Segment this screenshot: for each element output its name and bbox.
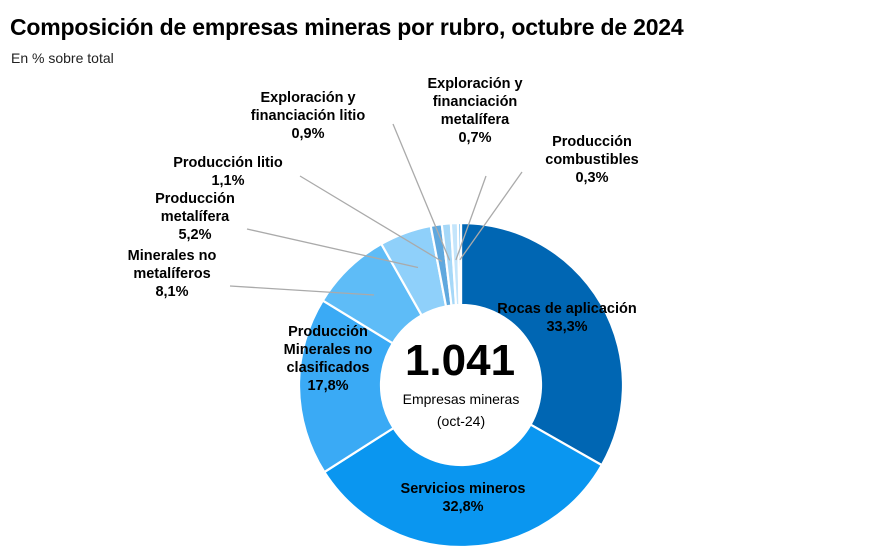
leader-line xyxy=(392,123,451,261)
leader-line xyxy=(229,285,375,296)
leader-line xyxy=(299,175,443,262)
chart-subtitle: En % sobre total xyxy=(11,50,114,66)
slice-percent-label: 8,1% xyxy=(155,284,188,300)
slice-percent-label: 1,1% xyxy=(211,173,244,189)
slice-produccion-combustibles xyxy=(456,221,463,307)
slice-name-label: financiación xyxy=(433,94,518,110)
slice-name-label: Producción xyxy=(288,324,368,340)
slice-percent-label: 0,3% xyxy=(575,170,608,186)
slice-name-label: Minerales no xyxy=(128,248,217,264)
center-label-line-1: Empresas mineras xyxy=(403,391,520,407)
slice-name-label: combustibles xyxy=(545,152,638,168)
slice-percent-label: 32,8% xyxy=(442,499,483,515)
slice-name-label: Rocas de aplicación xyxy=(497,301,636,317)
slice-rocas-de-aplicacion xyxy=(459,221,625,467)
slice-name-label: clasificados xyxy=(286,360,369,376)
slice-name-label: metalífera xyxy=(441,112,510,128)
slice-percent-label: 33,3% xyxy=(546,319,587,335)
slice-name-label: Servicios mineros xyxy=(401,481,526,497)
donut-slices xyxy=(297,221,625,549)
slice-name-label: Producción litio xyxy=(173,155,283,171)
leader-line xyxy=(246,228,419,269)
center-total-value: 1.041 xyxy=(405,336,515,385)
slice-servicios-mineros xyxy=(322,423,604,549)
slice-name-label: Exploración y xyxy=(427,76,522,92)
slice-percent-label: 5,2% xyxy=(178,227,211,243)
leader-line xyxy=(455,175,487,261)
slice-labels: Rocas de aplicación 33,3% Servicios minero… xyxy=(128,76,639,515)
center-label-line-2: (oct-24) xyxy=(437,413,485,429)
slice-percent-label: 17,8% xyxy=(307,378,348,394)
donut-hole xyxy=(382,306,540,464)
slice-percent-label: 0,7% xyxy=(458,130,491,146)
slice-produccion-minerales-no-clasificados xyxy=(297,298,396,474)
slice-name-label: metalíferos xyxy=(133,266,210,282)
slice-percent-label: 0,9% xyxy=(291,126,324,142)
leader-line xyxy=(459,171,523,261)
slice-name-label: Minerales no xyxy=(284,342,373,358)
slice-name-label: Producción xyxy=(552,134,632,150)
slice-name-label: Exploración y xyxy=(260,90,355,106)
slice-name-label: Producción xyxy=(155,191,235,207)
slice-name-label: financiación litio xyxy=(251,108,366,124)
chart-title: Composición de empresas mineras por rubr… xyxy=(10,14,684,40)
slice-name-label: metalífera xyxy=(161,209,230,225)
leader-lines xyxy=(229,123,523,296)
